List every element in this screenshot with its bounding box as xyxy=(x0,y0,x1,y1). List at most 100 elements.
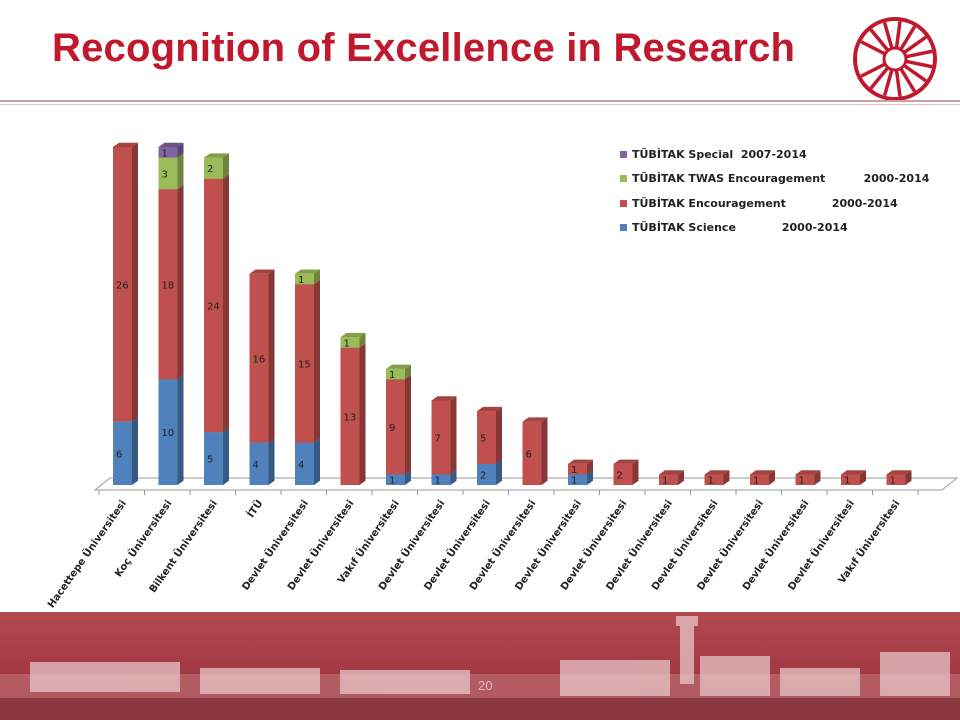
legend-item-science: TÜBİTAK Science 2000-2014 xyxy=(620,216,929,241)
bar-side-science xyxy=(132,417,138,485)
bar-side-encouragement xyxy=(314,280,320,443)
bar-top-encouragement xyxy=(477,406,502,412)
data-label-encouragement: 24 xyxy=(207,301,220,312)
bar-top-twas xyxy=(386,364,411,369)
data-label-encouragement: 1 xyxy=(662,476,668,487)
bar-side-encouragement xyxy=(450,396,457,475)
bar-side-twas xyxy=(177,153,184,190)
data-label-encouragement: 26 xyxy=(116,280,129,291)
data-label-encouragement: 1 xyxy=(571,465,577,476)
legend-label-encouragement: TÜBİTAK Encouragement 2000-2014 xyxy=(632,196,898,210)
chart-floor xyxy=(93,477,959,491)
bar-segment-encouragement xyxy=(158,189,178,380)
bar-segment-twas xyxy=(204,157,223,179)
data-label-science: 2 xyxy=(480,470,486,481)
bar-segment-encouragement xyxy=(750,474,769,485)
data-label-encouragement: 16 xyxy=(253,354,266,365)
bar-side-encouragement xyxy=(132,142,138,422)
bar-segment-twas xyxy=(158,157,178,190)
data-label-science: 5 xyxy=(207,455,213,466)
bar-side-encouragement xyxy=(405,375,411,475)
bar-segment-encouragement xyxy=(841,474,860,485)
data-label-science: 4 xyxy=(298,460,304,471)
bar-top-encouragement xyxy=(249,269,275,274)
data-label-science: 10 xyxy=(162,428,175,439)
title-divider xyxy=(0,100,960,102)
data-label-twas: 1 xyxy=(344,338,350,349)
data-label-encouragement: 2 xyxy=(617,470,623,481)
bar-segment-science xyxy=(431,474,451,485)
bar-top-twas xyxy=(295,269,320,274)
bar-side-encouragement xyxy=(769,470,775,485)
bar-segment-encouragement xyxy=(113,147,132,422)
bar-top-encouragement xyxy=(659,470,684,475)
data-label-encouragement: 1 xyxy=(799,476,805,487)
legend-swatch-science xyxy=(620,224,627,232)
bar-top-twas xyxy=(340,332,366,338)
data-label-encouragement: 18 xyxy=(162,280,175,291)
bar-segment-science xyxy=(295,442,314,485)
bar-segment-encouragement xyxy=(613,463,633,485)
bar-side-encouragement xyxy=(723,470,730,485)
bar-top-twas xyxy=(204,153,229,158)
bar-side-science xyxy=(177,375,184,485)
data-label-encouragement: 13 xyxy=(344,412,357,423)
bar-segment-science xyxy=(386,474,405,485)
bar-segment-encouragement xyxy=(659,474,678,485)
bar-side-encouragement xyxy=(814,470,821,485)
bar-segment-encouragement xyxy=(568,463,587,475)
legend-label-science: TÜBİTAK Science 2000-2014 xyxy=(632,221,848,235)
data-label-encouragement: 15 xyxy=(298,360,311,371)
legend-swatch-twas xyxy=(620,175,627,183)
bar-segment-encouragement xyxy=(204,178,223,433)
bar-segment-science xyxy=(477,463,496,485)
bar-side-science xyxy=(314,438,320,485)
bar-side-encouragement xyxy=(905,470,912,485)
university-logo-icon xyxy=(853,17,937,101)
bar-top-encouragement xyxy=(795,470,821,475)
bar-segment-special xyxy=(158,147,178,158)
bar-side-science xyxy=(405,470,411,485)
data-label-science: 6 xyxy=(116,449,122,460)
data-label-science: 1 xyxy=(389,476,395,487)
slide-title: Recognition of Excellence in Research xyxy=(52,26,796,70)
bar-top-encouragement xyxy=(750,470,775,475)
bar-segment-encouragement xyxy=(295,284,314,443)
data-label-encouragement: 1 xyxy=(890,476,896,487)
data-label-twas: 1 xyxy=(389,370,395,381)
bar-top-encouragement xyxy=(431,396,457,401)
data-label-science: 1 xyxy=(571,476,577,487)
bar-side-encouragement xyxy=(359,343,366,485)
legend-label-special: TÜBİTAK Special 2007-2014 xyxy=(632,147,807,161)
bar-segment-encouragement xyxy=(249,273,269,443)
data-label-twas: 3 xyxy=(162,169,168,180)
legend-label-twas: TÜBİTAK TWAS Encouragement 2000-2014 xyxy=(632,172,930,186)
legend-item-encouragement: TÜBİTAK Encouragement 2000-2014 xyxy=(620,191,929,216)
bar-segment-science xyxy=(113,421,132,485)
bar-side-encouragement xyxy=(632,459,639,485)
bar-side-encouragement xyxy=(223,174,229,433)
data-label-encouragement: 1 xyxy=(844,476,850,487)
bar-segment-science xyxy=(158,379,178,485)
bar-segment-science xyxy=(568,474,587,485)
bar-side-encouragement xyxy=(177,185,184,380)
x-tick-label: İTÜ xyxy=(243,497,265,520)
bar-side-twas xyxy=(405,364,411,380)
bar-segment-encouragement xyxy=(340,347,360,485)
legend-item-special: TÜBİTAK Special 2007-2014 xyxy=(620,142,929,167)
bar-top-encouragement xyxy=(113,142,138,147)
data-label-special: 1 xyxy=(162,148,168,159)
bar-segment-encouragement xyxy=(431,400,451,475)
legend-swatch-encouragement xyxy=(620,199,627,207)
bar-side-encouragement xyxy=(268,269,275,443)
data-label-encouragement: 9 xyxy=(389,423,395,434)
bar-segment-encouragement xyxy=(477,411,496,464)
bar-side-science xyxy=(450,470,457,485)
legend-item-twas: TÜBİTAK TWAS Encouragement 2000-2014 xyxy=(620,167,929,192)
data-label-encouragement: 7 xyxy=(435,433,441,444)
bar-side-encouragement xyxy=(496,406,502,464)
bar-side-twas xyxy=(359,332,366,348)
bar-top-encouragement xyxy=(704,470,730,475)
data-label-encouragement: 6 xyxy=(526,449,532,460)
